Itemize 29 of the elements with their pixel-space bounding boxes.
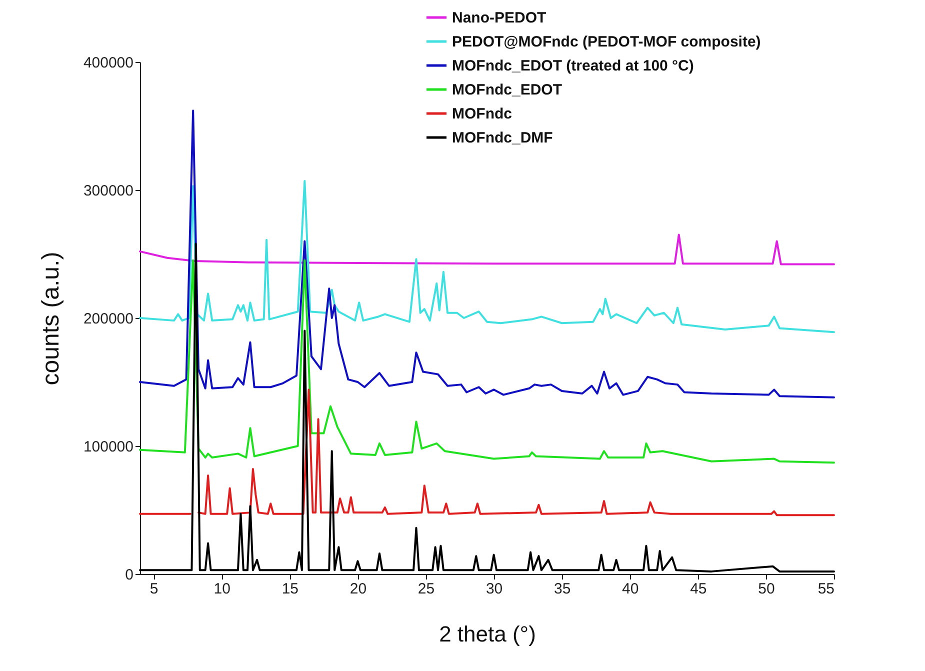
legend-label: MOFndc [452, 106, 512, 122]
x-tick-label: 50 [758, 580, 775, 598]
line-series [139, 234, 835, 266]
line-series [139, 110, 835, 398]
legend-label: PEDOT@MOFndc (PEDOT-MOF composite) [452, 34, 761, 50]
x-tick-label: 30 [486, 580, 503, 598]
x-tick-label: 35 [554, 580, 571, 598]
x-tick-label: 45 [690, 580, 707, 598]
x-tick-label: 25 [418, 580, 435, 598]
legend-label: MOFndc_DMF [452, 130, 553, 146]
x-tick-label: 20 [350, 580, 367, 598]
y-axis-title: counts (a.u.) [37, 252, 64, 386]
line-series [139, 259, 835, 464]
x-tick-label: 10 [214, 580, 230, 598]
legend-label: MOFndc_EDOT (treated at 100 °C) [452, 58, 694, 74]
x-tick-label: 55 [818, 580, 834, 598]
x-tick-label: 40 [622, 580, 639, 598]
x-tick-label: 5 [150, 580, 158, 598]
x-tick-label: 15 [282, 580, 299, 598]
y-tick-label: 100000 [83, 438, 134, 456]
line-series [139, 180, 835, 334]
legend-label: Nano-PEDOT [452, 10, 546, 26]
x-axis-title: 2 theta (°) [439, 622, 536, 646]
y-tick-label: 200000 [83, 310, 134, 328]
y-tick-label: 0 [125, 566, 134, 584]
y-tick-label: 300000 [83, 182, 134, 200]
line-series [139, 242, 835, 572]
legend-label: MOFndc_EDOT [452, 82, 562, 98]
y-tick-label: 400000 [83, 54, 134, 72]
